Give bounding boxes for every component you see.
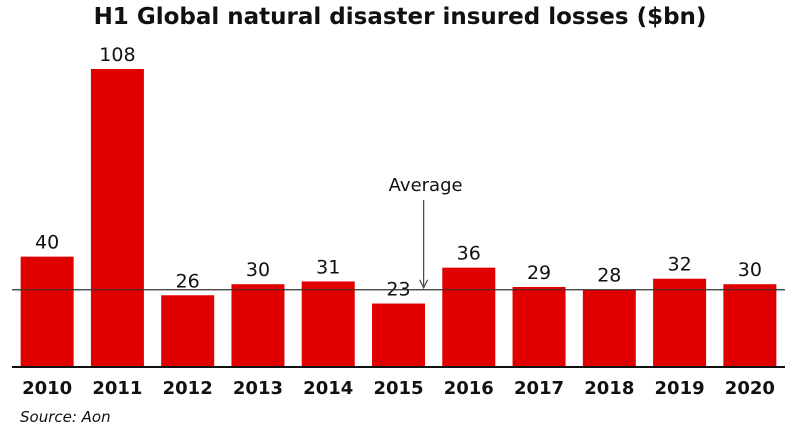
value-label-2016: 36 <box>457 243 481 265</box>
x-tick-label-2014: 2014 <box>303 378 353 399</box>
value-label-2014: 31 <box>316 256 340 278</box>
bar-2013 <box>231 284 285 367</box>
x-tick-label-2016: 2016 <box>444 378 494 399</box>
x-tick-label-2015: 2015 <box>373 378 423 399</box>
average-annotation-label: Average <box>389 175 463 196</box>
bar-2015 <box>372 303 425 367</box>
bar-2011 <box>90 69 144 367</box>
x-tick-label-2020: 2020 <box>725 378 775 399</box>
bar-2019 <box>653 278 707 367</box>
x-tick-label-2018: 2018 <box>584 378 634 399</box>
bar-2018 <box>582 289 636 367</box>
value-label-2011: 108 <box>99 44 135 66</box>
value-label-2017: 29 <box>527 262 551 284</box>
x-tick-label-2019: 2019 <box>655 378 705 399</box>
bar-2017 <box>512 286 566 367</box>
x-tick-label-2013: 2013 <box>233 378 283 399</box>
x-tick-label-2011: 2011 <box>92 378 142 399</box>
value-label-2019: 32 <box>667 254 691 276</box>
value-label-2013: 30 <box>246 259 270 281</box>
value-label-2020: 30 <box>738 259 762 281</box>
chart-title: H1 Global natural disaster insured losse… <box>93 4 707 30</box>
bar-2010 <box>20 256 74 367</box>
source-note: Source: Aon <box>20 408 111 426</box>
bar-2020 <box>723 284 777 367</box>
value-label-2012: 26 <box>176 270 200 292</box>
x-tick-label-2017: 2017 <box>514 378 564 399</box>
value-label-2018: 28 <box>597 265 621 287</box>
average-annotation-arrow-head <box>419 279 429 290</box>
value-label-2010: 40 <box>35 232 59 254</box>
bar-2016 <box>442 267 496 367</box>
x-tick-label-2010: 2010 <box>22 378 72 399</box>
x-tick-label-2012: 2012 <box>163 378 213 399</box>
bar-2014 <box>301 281 355 367</box>
bar-2012 <box>161 295 215 367</box>
